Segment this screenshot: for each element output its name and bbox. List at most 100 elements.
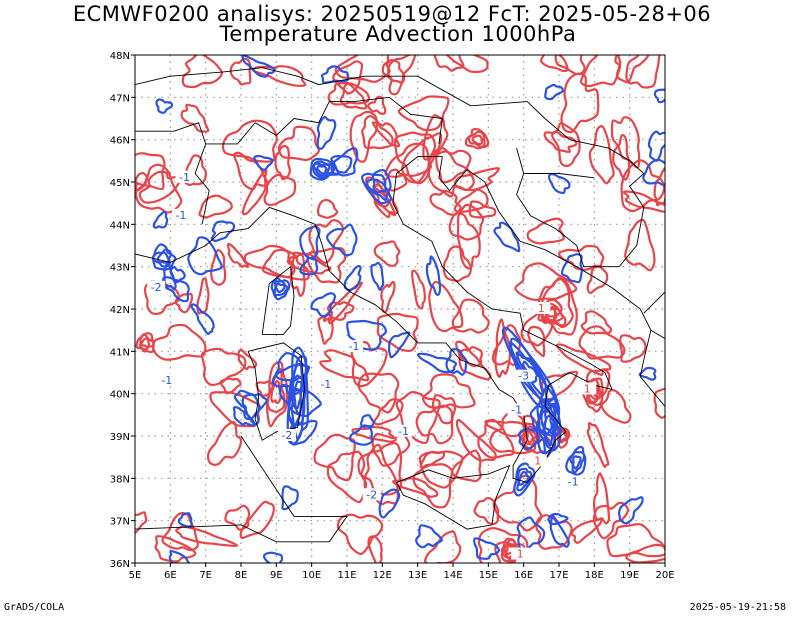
- positive-contour: [334, 55, 391, 83]
- positive-contour: [286, 251, 332, 275]
- positive-contour: [424, 530, 462, 563]
- negative-contour: [517, 470, 530, 486]
- contour-label-bg: [316, 378, 335, 391]
- contour-label-bg: [528, 454, 547, 467]
- coastline: [135, 122, 207, 145]
- contour-label: 1: [584, 382, 591, 395]
- negative-contour: [187, 236, 223, 276]
- positive-contour: [526, 217, 565, 245]
- positive-contour: [326, 301, 355, 321]
- coastline: [247, 342, 306, 441]
- lon-tick-label: 20E: [655, 570, 674, 581]
- positive-contour: [135, 332, 155, 354]
- contour-label-bg: [394, 424, 413, 437]
- positive-contour: [229, 57, 252, 86]
- negative-contour: [416, 352, 458, 374]
- positive-contour: [316, 198, 339, 219]
- positive-contour: [411, 269, 426, 310]
- lon-tick-label: 12E: [373, 570, 392, 581]
- negative-contour: [253, 154, 274, 171]
- negative-contour: [544, 83, 564, 101]
- contour-label: -1: [161, 374, 172, 387]
- coastlines-and-borders: [135, 67, 665, 543]
- coastline: [261, 265, 295, 335]
- positive-contour: [477, 418, 515, 459]
- positive-contour: [560, 72, 600, 134]
- negative-contour: [473, 537, 500, 560]
- negative-contour: [571, 455, 582, 470]
- positive-contour: [526, 429, 537, 444]
- negative-contour: [316, 115, 337, 150]
- negative-contour: [177, 512, 194, 528]
- positive-contour: [505, 544, 514, 556]
- coastline: [194, 96, 443, 225]
- lon-tick-label: 10E: [302, 570, 321, 581]
- negative-contour: [278, 383, 322, 417]
- lat-tick-label: 48N: [110, 51, 130, 62]
- positive-contour: [319, 349, 370, 382]
- negative-contour: [241, 55, 276, 78]
- negative-contour: [415, 524, 443, 549]
- plot-timestamp: 2025-05-19-21:58: [689, 602, 786, 613]
- lat-tick-label: 44N: [110, 220, 130, 231]
- lon-tick-label: 16E: [514, 570, 533, 581]
- coastline: [438, 156, 665, 407]
- positive-contour: [448, 203, 485, 241]
- positive-contour: [357, 442, 403, 496]
- positive-contour: [477, 527, 529, 563]
- positive-contour: [455, 418, 497, 462]
- positive-contour: [543, 130, 578, 154]
- lat-tick-label: 36N: [110, 559, 130, 570]
- positive-contour: [456, 212, 481, 270]
- positive-contour: [471, 134, 484, 146]
- negative-contour: [359, 414, 375, 428]
- positive-contour: [450, 449, 482, 483]
- contour-label: -1: [511, 404, 522, 417]
- lat-tick-label: 40N: [110, 390, 130, 401]
- negative-contour: [233, 389, 261, 426]
- negative-contour: [535, 384, 562, 455]
- positive-contour: [198, 194, 233, 219]
- contour-label: -3: [518, 370, 529, 383]
- negative-contour: [190, 303, 215, 335]
- positive-contour: [181, 55, 223, 89]
- positive-contour: [468, 200, 497, 219]
- contour-label-bg: [277, 429, 296, 441]
- negative-contour: [293, 388, 302, 410]
- contour-label: -1: [175, 209, 186, 222]
- contour-label-bg: [157, 373, 176, 386]
- contour-label-bg: [171, 208, 190, 221]
- positive-contour: [431, 394, 457, 425]
- positive-contour: [554, 426, 571, 449]
- negative-contour: [163, 262, 177, 291]
- contour-label-bg: [514, 369, 533, 382]
- positive-contour: [367, 535, 383, 563]
- negative-contour: [270, 277, 291, 301]
- positive-contour: [373, 240, 401, 267]
- positive-contour: [653, 166, 665, 207]
- positive-contour: [551, 121, 581, 168]
- positive-contour: [610, 116, 641, 169]
- negative-contour: [642, 158, 665, 187]
- positive-contour: [422, 114, 449, 161]
- positive-contour: [161, 512, 199, 552]
- positive-contour: [619, 334, 647, 363]
- positive-contour: [243, 244, 296, 279]
- lat-tick-label: 47N: [110, 93, 130, 104]
- contour-label: -2: [281, 429, 292, 442]
- negative-contour: [299, 225, 321, 260]
- positive-contour: [210, 248, 227, 286]
- coastline: [396, 464, 511, 530]
- contour-label: -1: [320, 378, 331, 391]
- positive-contour: [219, 377, 242, 395]
- negative-contour: [152, 210, 169, 229]
- coastline: [650, 329, 665, 339]
- positive-contour: [222, 119, 278, 163]
- positive-contour: [308, 219, 345, 264]
- positive-contour: [625, 55, 661, 89]
- coastline: [544, 118, 645, 267]
- coastline: [135, 232, 221, 263]
- positive-contour: [422, 373, 476, 409]
- lon-tick-label: 8E: [235, 570, 248, 581]
- positive-contour: [588, 125, 615, 185]
